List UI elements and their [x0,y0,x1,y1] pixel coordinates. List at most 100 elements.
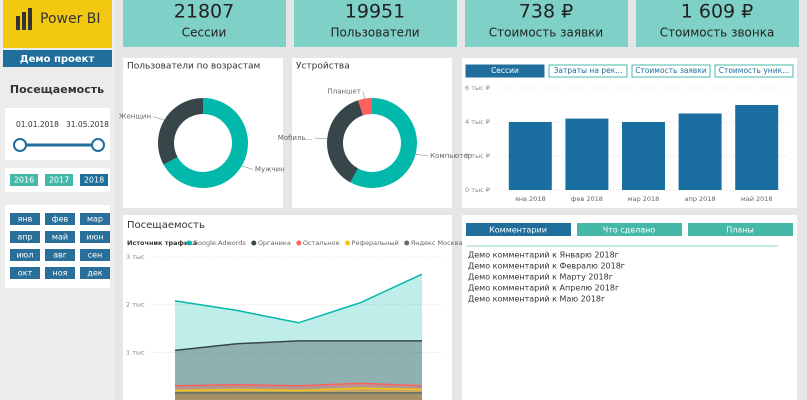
date-slicer[interactable] [5,108,110,160]
metric-button[interactable] [465,64,545,78]
metric-button[interactable] [548,64,628,78]
slice-label: Женщин [119,113,151,121]
legend-label: Органика [258,239,291,247]
month-label: фев [52,215,69,224]
year-button[interactable] [45,174,73,186]
month-button[interactable] [45,231,75,243]
bar [621,122,666,190]
logo-box [3,0,112,48]
kpi-value: 1 609 ₽ [681,1,754,23]
legend-label: Google.Adwords [193,239,246,247]
donut-slice [327,100,364,183]
x-tick-label: фев 2018 [571,195,603,203]
y-tick-label: 4 тыс ₽ [465,118,490,126]
month-button[interactable] [10,213,40,225]
metric-label: Затраты на рек... [554,66,623,75]
y-tick-label: 3 тыс [126,253,145,261]
donut-slice [157,98,203,165]
month-button[interactable] [80,213,110,225]
area-line [174,382,423,387]
donut-slice [163,98,249,188]
slice-label: Компьютер [430,152,473,160]
leader-line [314,137,328,140]
x-tick-label: янв 2018 [515,195,546,203]
legend-marker [404,240,410,246]
month-button[interactable] [45,249,75,261]
area-fill [175,274,422,400]
month-label: окт [18,269,33,278]
y-tick-label: 2 тыс [126,301,145,309]
comment-tab-label: Планы [726,226,754,235]
metric-button[interactable] [714,64,794,78]
year-button[interactable] [10,174,38,186]
month-label: сен [88,251,103,260]
slice-label: Планшет [328,88,361,96]
panel [462,215,797,400]
kpi-card [636,0,799,47]
month-label: авг [53,251,67,260]
year-button[interactable] [80,174,108,186]
area-line [174,340,422,352]
month-button[interactable] [80,249,110,261]
bar [735,105,779,190]
legend-title: Источник трафика [127,239,197,247]
metric-label: Стоимость уник... [719,66,790,75]
y-tick-label: 2 тыс ₽ [465,152,490,160]
legend-label: Яндекс Москва [411,239,463,247]
kpi-card [465,0,628,47]
year-label: 2016 [14,176,34,185]
x-tick-label: апр 2018 [685,195,716,203]
leader-line [241,165,254,170]
month-label: янв [18,215,33,224]
month-button[interactable] [45,213,75,225]
leader-line [152,116,165,121]
donut-slice [350,98,417,188]
x-tick-label: мар 2018 [628,195,660,203]
kpi-label: Сессии [182,26,227,40]
area-line [174,387,423,392]
month-button[interactable] [80,231,110,243]
y-tick-label: 1 тыс [126,348,145,356]
donut-slice [358,98,372,116]
metric-label: Стоимость заявки [635,66,707,75]
month-button[interactable] [10,231,40,243]
kpi-card [123,0,286,47]
month-label: май [52,233,68,242]
comment-tab[interactable] [577,223,682,236]
y-tick-label: 6 тыс ₽ [465,84,490,92]
month-button[interactable] [45,267,75,279]
month-button[interactable] [10,267,40,279]
comment-tab[interactable] [688,223,793,236]
y-tick-label: 0 тыс ₽ [465,186,490,194]
month-label: июн [86,233,103,242]
date-start: 01.01.2018 [16,120,59,129]
leader-line [415,153,429,157]
kpi-label: Стоимость заявки [489,26,603,40]
chart-title: Посещаемость [127,220,205,231]
legend-label: Реферальный [352,239,399,247]
slider-handle[interactable] [13,138,27,152]
month-button[interactable] [10,249,40,261]
brand: Power BI [40,11,101,27]
kpi-value: 19951 [345,1,405,23]
date-end: 31.05.2018 [66,120,109,129]
chart-title: Пользователи по возрастам [127,62,260,72]
month-label: ноя [53,269,68,278]
bar [678,113,722,190]
logo-icon [16,8,32,30]
legend-marker [251,240,257,246]
legend-label: Остальное [303,239,340,247]
kpi-value: 738 ₽ [519,1,573,23]
comment: Демо комментарий к Маю 2018г [468,295,605,304]
slice-label: Мобиль... [278,134,312,142]
slice-label: Мужчин [255,165,285,173]
metric-button[interactable] [631,64,711,78]
month-button[interactable] [80,267,110,279]
legend-marker [345,240,351,246]
area-fill [175,388,422,400]
slider-handle[interactable] [91,138,105,152]
comment: Демо комментарий к Февралю 2018г [468,262,625,271]
kpi-card [294,0,457,47]
comment-tab[interactable] [466,223,571,236]
